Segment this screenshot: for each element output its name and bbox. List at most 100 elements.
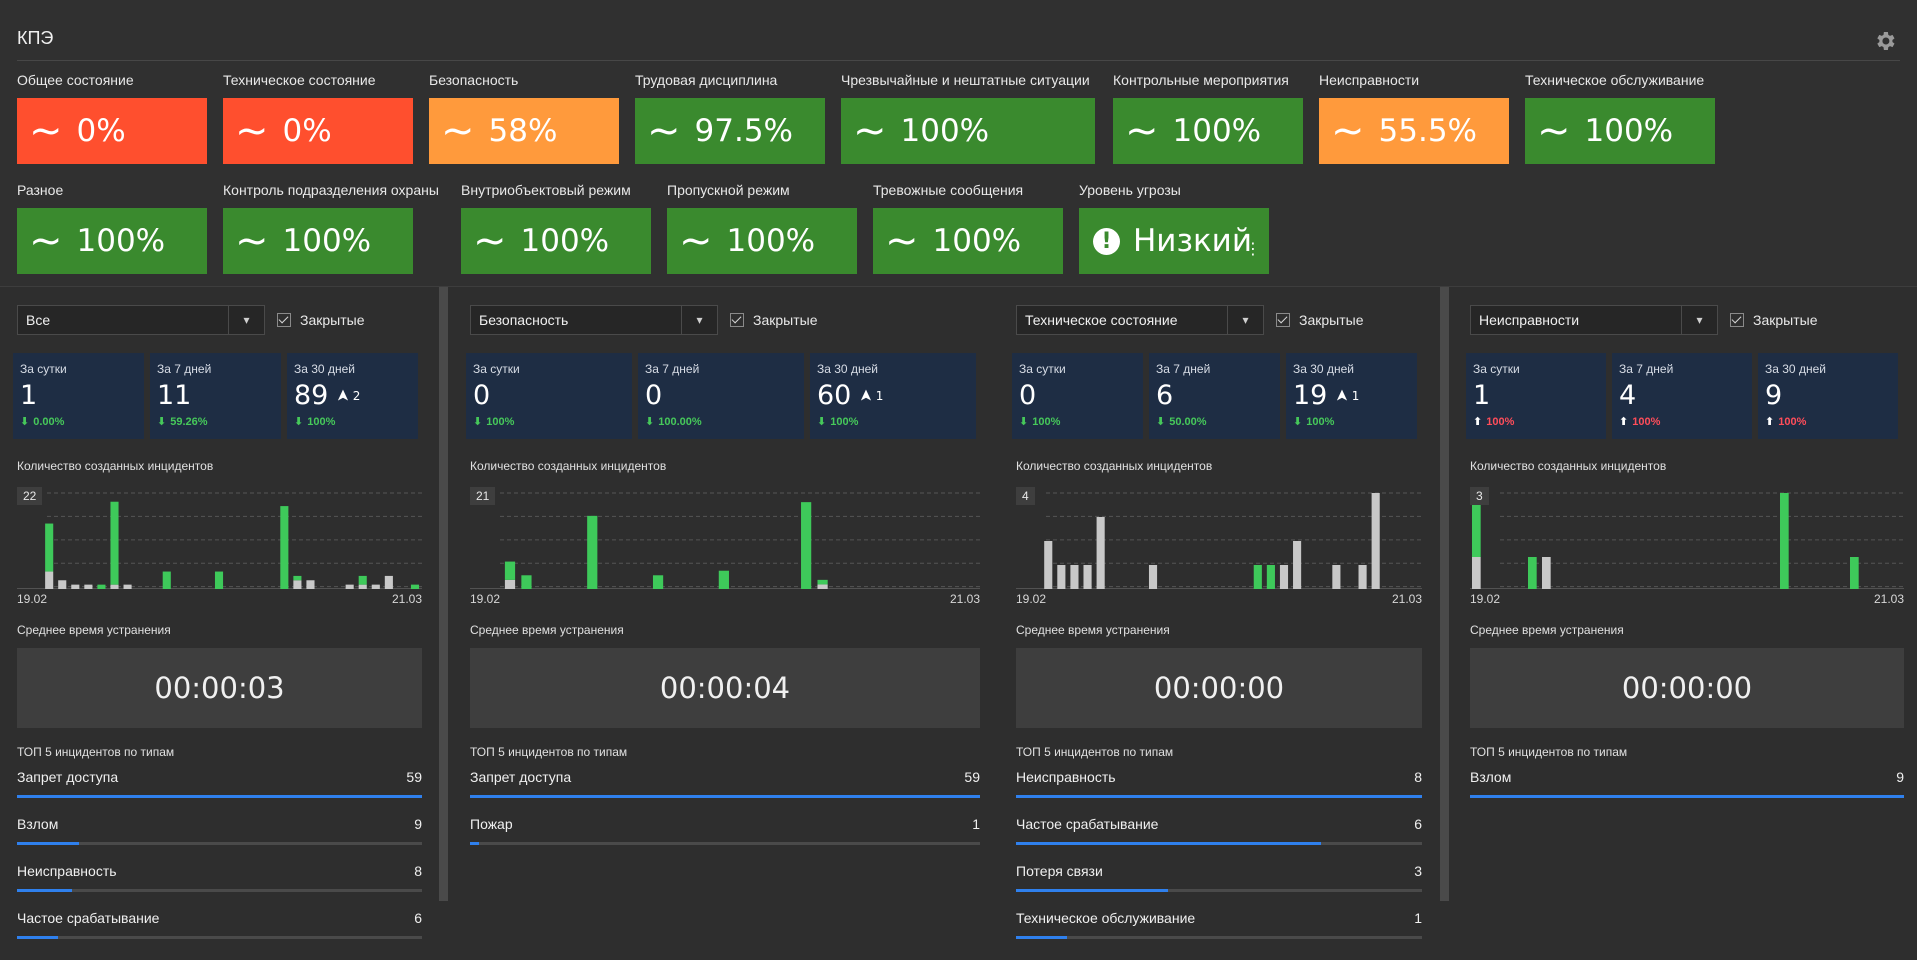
bar-open[interactable] (587, 515, 598, 589)
scrollbar[interactable] (1440, 287, 1449, 901)
bar-open[interactable] (293, 575, 302, 581)
bar-closed[interactable] (1096, 517, 1105, 589)
kpi-value-box[interactable]: ~100% (667, 208, 857, 274)
top-incident-item[interactable]: Запрет доступа 59 (17, 769, 422, 798)
bar-closed[interactable] (345, 584, 354, 589)
kpi-value-box[interactable]: ! ⋮ Низкий (1079, 208, 1269, 274)
bar-open[interactable] (801, 502, 812, 589)
kpi-tile[interactable]: Трудовая дисциплина ~97.5% (635, 72, 825, 164)
bar-closed[interactable] (371, 584, 380, 589)
bar-open[interactable] (1253, 565, 1262, 589)
checkbox-icon[interactable] (1730, 313, 1744, 327)
bar-open[interactable] (504, 561, 516, 580)
bar-closed[interactable] (58, 580, 67, 589)
bar-closed[interactable] (358, 584, 367, 589)
bar-closed[interactable] (1542, 557, 1551, 589)
kpi-value-box[interactable]: ~0% (223, 98, 413, 164)
top-incident-item[interactable]: Запрет доступа 59 (470, 769, 980, 798)
bar-closed[interactable] (504, 579, 516, 589)
kpi-value-box[interactable]: ~55.5% (1319, 98, 1509, 164)
top-incident-item[interactable]: Неисправность 8 (1016, 769, 1422, 798)
bar-open[interactable] (1850, 557, 1859, 589)
top-incident-item[interactable]: Пожар 1 (470, 816, 980, 845)
checkbox-icon[interactable] (730, 313, 744, 327)
category-select[interactable]: Безопасность ▾ (470, 305, 718, 335)
kpi-tile[interactable]: Техническое состояние ~0% (223, 72, 413, 164)
kpi-tile[interactable]: Контроль подразделения охраны ~100% (223, 182, 444, 274)
kpi-tile[interactable]: Пропускной режим ~100% (667, 182, 857, 274)
bar-open[interactable] (521, 575, 532, 589)
bar-closed[interactable] (306, 580, 315, 589)
bar-closed[interactable] (1148, 565, 1158, 589)
closed-checkbox[interactable]: Закрытые (277, 312, 364, 328)
kpi-value-box[interactable]: ~100% (1525, 98, 1715, 164)
kpi-tile[interactable]: Чрезвычайные и нештатные ситуации ~100% (841, 72, 1095, 164)
kpi-value-box[interactable]: ~58% (429, 98, 619, 164)
bar-closed[interactable] (817, 584, 828, 589)
kpi-value-box[interactable]: ~100% (873, 208, 1063, 274)
top-incident-item[interactable]: Техническое обслуживание 1 (1016, 910, 1422, 939)
category-select[interactable]: Все ▾ (17, 305, 265, 335)
kpi-value-box[interactable]: ~100% (223, 208, 413, 274)
checkbox-icon[interactable] (277, 313, 291, 327)
bar-open[interactable] (1780, 493, 1789, 589)
kpi-tile[interactable]: Внутриобъектовый режим ~100% (461, 182, 651, 274)
kpi-value-box[interactable]: ~97.5% (635, 98, 825, 164)
bar-closed[interactable] (84, 584, 93, 589)
bar-closed[interactable] (1057, 565, 1066, 589)
bar-closed[interactable] (1371, 493, 1380, 589)
bar-closed[interactable] (293, 580, 302, 589)
bar-open[interactable] (1472, 493, 1481, 557)
kpi-tile[interactable]: Техническое обслуживание ~100% (1525, 72, 1715, 164)
top-incident-item[interactable]: Неисправность 8 (17, 863, 422, 892)
category-select[interactable]: Неисправности ▾ (1470, 305, 1718, 335)
chevron-down-icon[interactable]: ▾ (1681, 306, 1717, 334)
kpi-tile[interactable]: Разное ~100% (17, 182, 207, 274)
bar-open[interactable] (410, 584, 420, 589)
kpi-tile[interactable]: Тревожные сообщения ~100% (873, 182, 1063, 274)
closed-checkbox[interactable]: Закрытые (1730, 312, 1817, 328)
checkbox-icon[interactable] (1276, 313, 1290, 327)
kpi-value-box[interactable]: ~100% (17, 208, 207, 274)
kpi-tile[interactable]: Неисправности ~55.5% (1319, 72, 1509, 164)
bar-closed[interactable] (1044, 541, 1053, 589)
bar-open[interactable] (162, 571, 171, 589)
top-incident-item[interactable]: Потеря связи 3 (1016, 863, 1422, 892)
top-incident-item[interactable]: Частое срабатывание 6 (1016, 816, 1422, 845)
kpi-value-box[interactable]: ~100% (461, 208, 651, 274)
bar-closed[interactable] (1279, 565, 1289, 589)
bar-open[interactable] (97, 584, 106, 589)
bar-closed[interactable] (1472, 557, 1481, 589)
bar-closed[interactable] (1293, 541, 1302, 589)
kpi-tile[interactable]: Контрольные мероприятия ~100% (1113, 72, 1303, 164)
bar-closed[interactable] (1083, 565, 1092, 589)
kpi-tile[interactable]: Безопасность ~58% (429, 72, 619, 164)
bar-closed[interactable] (1358, 565, 1367, 589)
bar-closed[interactable] (384, 575, 393, 589)
bar-closed[interactable] (71, 584, 80, 589)
top-incident-item[interactable]: Частое срабатывание 6 (17, 910, 422, 939)
bar-open[interactable] (45, 523, 54, 572)
chevron-down-icon[interactable]: ▾ (1227, 306, 1263, 334)
bar-open[interactable] (110, 501, 119, 585)
scrollbar[interactable] (439, 287, 448, 901)
closed-checkbox[interactable]: Закрытые (730, 312, 817, 328)
gear-icon[interactable] (1873, 29, 1897, 53)
bar-open[interactable] (358, 575, 367, 585)
bar-open[interactable] (214, 571, 224, 589)
top-incident-item[interactable]: Взлом 9 (1470, 769, 1904, 798)
top-incident-item[interactable]: Взлом 9 (17, 816, 422, 845)
bar-open[interactable] (1266, 565, 1275, 589)
bar-open[interactable] (652, 575, 664, 589)
kpi-tile[interactable]: Общее состояние ~0% (17, 72, 207, 164)
bar-open[interactable] (718, 570, 729, 589)
chevron-down-icon[interactable]: ▾ (681, 306, 717, 334)
chevron-down-icon[interactable]: ▾ (228, 306, 264, 334)
category-select[interactable]: Техническое состояние ▾ (1016, 305, 1264, 335)
kpi-value-box[interactable]: ~0% (17, 98, 207, 164)
bar-open[interactable] (1528, 557, 1537, 589)
bar-closed[interactable] (1332, 565, 1341, 589)
bar-closed[interactable] (45, 571, 54, 589)
closed-checkbox[interactable]: Закрытые (1276, 312, 1363, 328)
kpi-value-box[interactable]: ~100% (1113, 98, 1303, 164)
